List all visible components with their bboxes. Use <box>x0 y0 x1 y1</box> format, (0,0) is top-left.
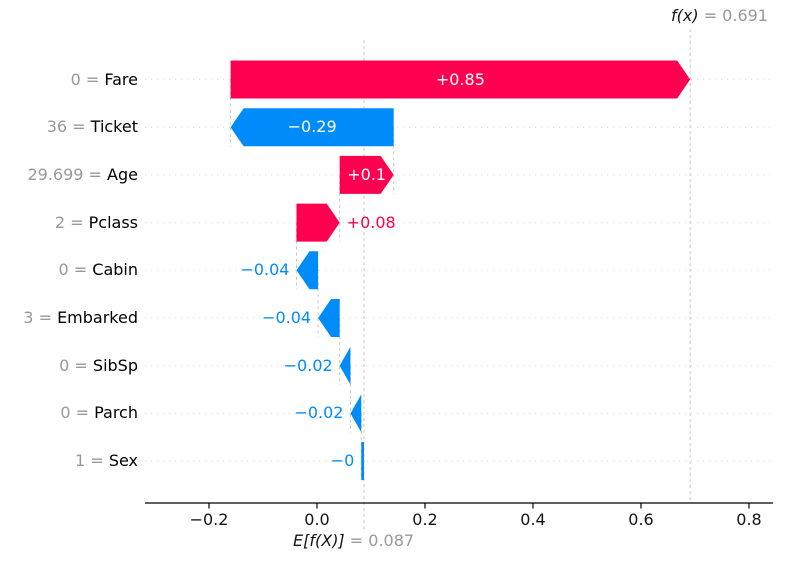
feature-value: 0 <box>70 69 81 89</box>
equals-separator: = <box>33 308 58 327</box>
feature-name: Pclass <box>88 212 138 232</box>
feature-row-label: 0 = Parch <box>0 402 138 424</box>
x-tick-label: 0.0 <box>304 510 330 529</box>
feature-value: 0 <box>58 260 69 280</box>
bar-parch <box>350 394 362 433</box>
ef-function-label: E[f(X)] <box>293 531 345 550</box>
feature-name: SibSp <box>92 355 138 375</box>
feature-value: 3 <box>23 308 34 327</box>
feature-row-label: 36 = Ticket <box>0 116 138 138</box>
equals-separator: = <box>68 260 93 280</box>
feature-row-label: 3 = Embarked <box>0 307 138 329</box>
bar-value-label: +0.1 <box>347 164 387 184</box>
bar-value-label: +0.08 <box>346 212 396 232</box>
equals-separator: = <box>67 117 91 137</box>
x-tick-label: 0.6 <box>628 510 654 529</box>
equals-separator: = <box>65 212 89 232</box>
bar-ticket <box>230 108 394 147</box>
bar-value-label: +0.85 <box>435 69 485 89</box>
x-tick-label: 0.4 <box>520 510 546 529</box>
feature-row-label: 0 = Fare <box>0 69 138 91</box>
feature-value: 1 <box>75 451 86 471</box>
feature-name: Fare <box>104 69 138 89</box>
bar-fare <box>230 60 691 99</box>
fx-annotation: f(x) = 0.691 <box>671 6 768 25</box>
expected-value-annotation: E[f(X)] = 0.087 <box>293 531 414 550</box>
feature-row-label: 2 = Pclass <box>0 212 138 234</box>
bar-value-label: −0.04 <box>262 308 312 327</box>
x-tick-label: −0.2 <box>189 510 229 529</box>
equals-separator: = <box>83 164 108 184</box>
bar-age <box>339 155 394 194</box>
feature-row-label: 0 = Cabin <box>0 259 138 281</box>
x-tick-label: 0.8 <box>736 510 762 529</box>
equals-separator: = <box>70 403 95 423</box>
bar-sex <box>361 442 364 481</box>
feature-name: Parch <box>94 403 138 423</box>
bar-value-label: −0.02 <box>294 403 344 423</box>
feature-value: 36 <box>46 117 68 137</box>
feature-value: 29.699 <box>27 164 84 184</box>
feature-value: 2 <box>54 212 66 232</box>
feature-name: Ticket <box>90 117 138 137</box>
feature-row-label: 0 = SibSp <box>0 355 138 377</box>
bar-sibsp <box>339 346 351 385</box>
fx-value-label: = 0.691 <box>703 6 768 25</box>
bar-value-label: −0.29 <box>287 117 337 137</box>
bar-pclass <box>296 203 340 242</box>
ef-value-label: = 0.087 <box>349 531 415 550</box>
bar-value-label: −0 <box>330 451 355 471</box>
feature-name: Embarked <box>57 308 138 327</box>
feature-value: 0 <box>60 403 71 423</box>
feature-row-label: 29.699 = Age <box>0 164 138 186</box>
x-tick-label: 0.2 <box>412 510 438 529</box>
equals-separator: = <box>69 355 93 375</box>
feature-row-label: 1 = Sex <box>0 450 138 472</box>
bar-value-label: −0.04 <box>240 260 290 280</box>
fx-function-label: f(x) <box>671 6 699 25</box>
bar-value-label: −0.02 <box>283 355 333 375</box>
feature-name: Age <box>107 164 138 184</box>
bar-embarked <box>318 299 340 337</box>
feature-name: Sex <box>108 451 138 471</box>
feature-name: Cabin <box>92 260 138 280</box>
bar-cabin <box>296 251 319 290</box>
equals-separator: = <box>80 69 105 89</box>
feature-value: 0 <box>59 355 70 375</box>
equals-separator: = <box>85 451 109 471</box>
